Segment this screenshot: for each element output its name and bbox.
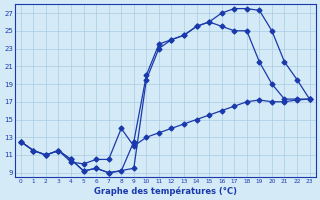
X-axis label: Graphe des températures (°C): Graphe des températures (°C) bbox=[94, 186, 237, 196]
